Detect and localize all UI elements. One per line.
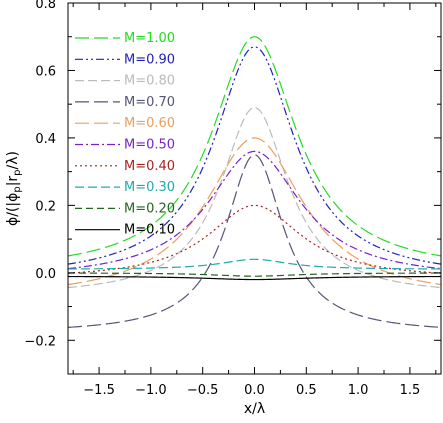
legend-label: M=0.20 [124,201,175,216]
series-line [67,46,442,265]
series-line [67,36,442,257]
y-axis-label-sub2: p [12,169,23,175]
x-tick-label: −1.0 [135,383,167,398]
y-axis-label-part3: /λ) [5,151,21,169]
legend-label: M=0.60 [124,116,175,131]
legend-label: M=0.50 [124,138,175,153]
x-tick-label: 1.5 [400,383,421,398]
legend-label: M=0.90 [124,52,175,67]
series-line [67,106,442,289]
y-tick-label: 0.6 [35,64,56,79]
legend-label: M=0.30 [124,180,175,195]
x-axis-label: x/λ [244,401,265,417]
x-tick-label: 0.5 [296,383,317,398]
series-line [67,258,442,270]
legend-label: M=1.00 [124,31,175,46]
x-tick-label: 0.0 [244,383,265,398]
y-tick-label: 0.0 [35,267,56,282]
legend-label: M=0.40 [124,159,175,174]
y-tick-label: 0.8 [35,0,56,12]
legend-label: M=0.70 [124,95,175,110]
x-tick-label: 1.0 [348,383,369,398]
series-line [68,275,441,281]
series-line [67,154,442,328]
y-axis-label-part2: |r [5,176,21,187]
y-axis-label-sub1: p [12,186,23,192]
y-tick-label: 0.4 [35,132,56,147]
x-axis-ticks: −1.5 −1.0 −0.5 0.0 0.5 1.0 1.5 [72,3,437,398]
series-curves [67,36,442,328]
x-tick-label: −0.5 [187,383,219,398]
y-axis-label: ϕ/(|ϕp|rp/λ) [5,151,23,226]
series-line [67,137,442,286]
legend-label: M=0.80 [124,74,175,89]
x-tick-label: −1.5 [83,383,115,398]
series-line [67,150,442,270]
legend-label: M=0.10 [124,223,175,238]
legend: M=1.00 M=0.90 M=0.80 M=0.70 M=0.60 M=0.50 M=0.… [75,31,175,238]
y-tick-label: −0.2 [24,334,56,349]
y-axis-ticks: −0.2 0.0 0.2 0.4 0.6 0.8 [24,0,441,375]
series-line [68,272,441,277]
y-axis-label-part1: ϕ/(|ϕ [5,193,21,226]
y-tick-label: 0.2 [35,199,56,214]
